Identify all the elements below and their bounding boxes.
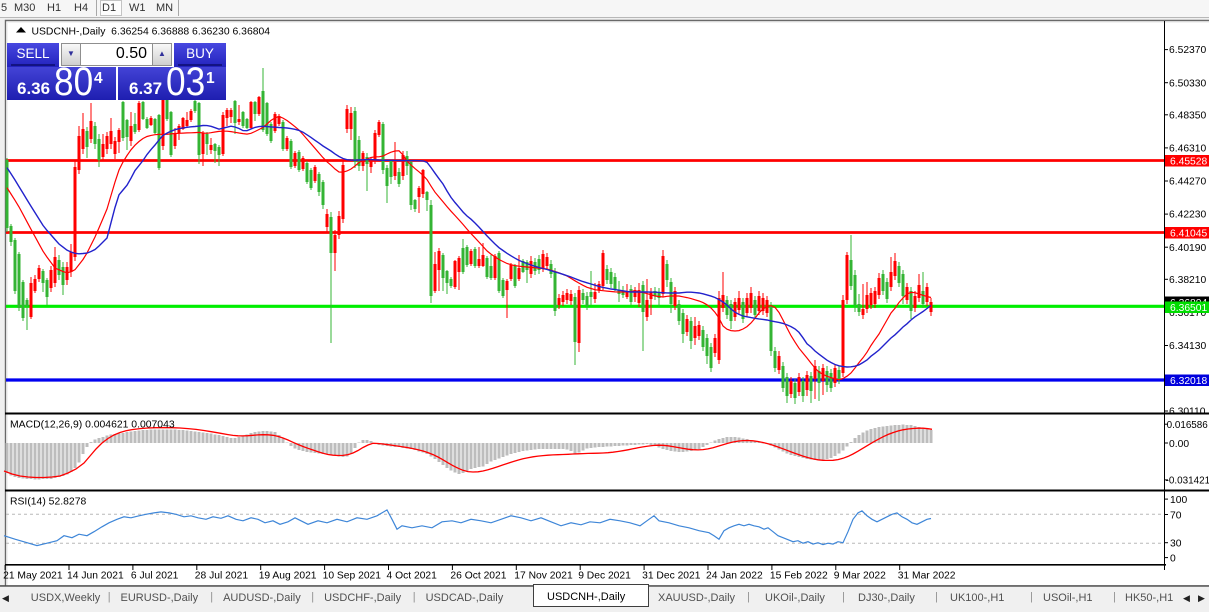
svg-text:6 Jul 2021: 6 Jul 2021 — [131, 571, 179, 582]
svg-text:6.36170: 6.36170 — [1169, 308, 1206, 319]
svg-text:28 Jul 2021: 28 Jul 2021 — [195, 571, 249, 582]
svg-text:9 Mar 2022: 9 Mar 2022 — [834, 571, 886, 582]
svg-text:6.41045: 6.41045 — [1170, 228, 1207, 239]
svg-text:6.46310: 6.46310 — [1169, 144, 1206, 155]
svg-text:4 Oct 2021: 4 Oct 2021 — [387, 571, 438, 582]
svg-text:6.52370: 6.52370 — [1169, 45, 1206, 56]
svg-text:15 Feb 2022: 15 Feb 2022 — [770, 571, 828, 582]
svg-text:RSI(14) 52.8278: RSI(14) 52.8278 — [10, 497, 86, 508]
svg-text:6.45528: 6.45528 — [1170, 156, 1207, 167]
svg-text:9 Dec 2021: 9 Dec 2021 — [578, 571, 631, 582]
svg-text:-0.031421: -0.031421 — [1166, 476, 1209, 487]
svg-text:31 Dec 2021: 31 Dec 2021 — [642, 571, 701, 582]
svg-text:30: 30 — [1170, 539, 1182, 550]
svg-text:6.42230: 6.42230 — [1169, 210, 1206, 221]
svg-text:6.34130: 6.34130 — [1169, 341, 1206, 352]
svg-text:MACD(12,26,9) 0.004621 0.00704: MACD(12,26,9) 0.004621 0.007043 — [10, 420, 175, 431]
svg-text:6.38210: 6.38210 — [1169, 275, 1206, 286]
svg-text:26 Oct 2021: 26 Oct 2021 — [450, 571, 506, 582]
svg-text:100: 100 — [1170, 495, 1187, 506]
svg-text:6.32018: 6.32018 — [1170, 376, 1207, 387]
svg-text:17 Nov 2021: 17 Nov 2021 — [514, 571, 573, 582]
svg-text:21 May 2021: 21 May 2021 — [3, 571, 63, 582]
svg-text:6.30110: 6.30110 — [1169, 407, 1206, 418]
svg-text:10 Sep 2021: 10 Sep 2021 — [323, 571, 382, 582]
svg-text:31 Mar 2022: 31 Mar 2022 — [898, 571, 956, 582]
svg-text:70: 70 — [1170, 510, 1182, 521]
svg-text:6.44270: 6.44270 — [1169, 177, 1206, 188]
svg-text:0.00: 0.00 — [1169, 439, 1189, 450]
svg-text:14 Jun 2021: 14 Jun 2021 — [67, 571, 124, 582]
svg-text:6.48350: 6.48350 — [1169, 110, 1206, 121]
svg-text:6.50330: 6.50330 — [1169, 78, 1206, 89]
svg-text:6.40190: 6.40190 — [1169, 243, 1206, 254]
svg-text:19 Aug 2021: 19 Aug 2021 — [259, 571, 317, 582]
svg-text:24 Jan 2022: 24 Jan 2022 — [706, 571, 763, 582]
svg-text:0.016586: 0.016586 — [1167, 420, 1209, 431]
svg-text:6.36501: 6.36501 — [1170, 303, 1207, 314]
svg-text:USDCNH-,Daily 6.36254 6.36888: USDCNH-,Daily 6.36254 6.36888 6.36230 6.… — [32, 27, 271, 38]
svg-text:0: 0 — [1170, 553, 1176, 564]
